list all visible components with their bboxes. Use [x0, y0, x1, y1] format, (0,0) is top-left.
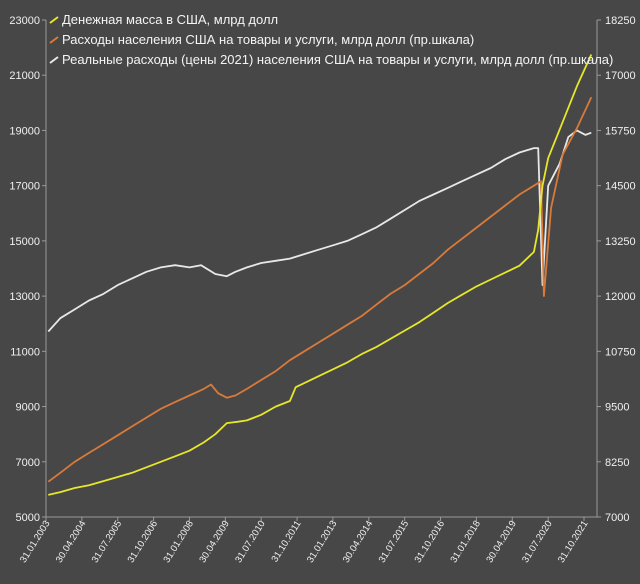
- x-axis-tick-label: 31.01.2008: [161, 519, 196, 565]
- x-axis-tick-label: 30.04.2019: [484, 519, 519, 565]
- series-line-1: [47, 96, 593, 483]
- x-axis-tick-label: 31.07.2020: [520, 519, 555, 565]
- left-axis-tick-label: 21000: [9, 70, 40, 82]
- x-axis-tick-label: 31.10.2011: [269, 519, 303, 565]
- x-axis-tick-label: 31.10.2021: [556, 519, 591, 565]
- right-axis-tick-label: 14500: [605, 181, 636, 193]
- series-line-0: [48, 54, 593, 496]
- x-axis-tick-label: 30.04.2004: [54, 519, 89, 565]
- right-axis-tick-label: 13250: [605, 236, 636, 248]
- x-axis-tick-label: 30.04.2009: [197, 519, 232, 565]
- right-axis-tick-label: 15750: [605, 125, 636, 137]
- right-axis-tick-label: 12000: [605, 291, 636, 303]
- left-axis-tick-label: 15000: [9, 236, 40, 248]
- legend-label-2: Реальные расходы (цены 2021) населения С…: [62, 52, 613, 67]
- right-axis-tick-label: 8250: [605, 457, 629, 469]
- x-axis-tick-label: 31.10.2006: [126, 519, 161, 565]
- right-axis-tick-label: 7000: [605, 512, 629, 524]
- legend-swatch-1: [49, 36, 59, 44]
- x-axis-tick-label: 31.07.2010: [233, 519, 268, 565]
- legend-label-0: Денежная масса в США, млрд долл: [62, 12, 278, 27]
- left-axis-tick-label: 17000: [9, 181, 40, 193]
- x-axis-tick-label: 30.04.2014: [341, 519, 376, 565]
- left-axis-tick-label: 9000: [16, 402, 40, 414]
- series-line-2: [47, 129, 592, 333]
- right-axis-tick-label: 9500: [605, 402, 629, 414]
- right-axis-tick-label: 18250: [605, 15, 636, 27]
- x-axis-tick-label: 31.07.2005: [90, 519, 125, 565]
- left-axis-tick-label: 13000: [9, 291, 40, 303]
- x-axis-tick-label: 31.07.2015: [377, 519, 412, 565]
- right-axis-tick-label: 10750: [605, 346, 636, 358]
- x-axis-tick-label: 31.10.2016: [413, 519, 448, 565]
- legend-swatch-2: [49, 56, 59, 64]
- x-axis-tick-label: 31.01.2003: [18, 519, 53, 565]
- left-axis-tick-label: 5000: [16, 512, 40, 524]
- x-axis-tick-label: 31.01.2013: [305, 519, 340, 565]
- legend-swatch-0: [49, 16, 59, 24]
- left-axis-tick-label: 19000: [9, 125, 40, 137]
- right-axis-tick-label: 17000: [605, 70, 636, 82]
- x-axis-tick-label: 31.01.2018: [448, 519, 483, 565]
- left-axis-tick-label: 11000: [10, 346, 40, 358]
- left-axis-tick-label: 7000: [16, 457, 40, 469]
- left-axis-tick-label: 23000: [9, 15, 40, 27]
- legend-label-1: Расходы населения США на товары и услуги…: [62, 32, 474, 47]
